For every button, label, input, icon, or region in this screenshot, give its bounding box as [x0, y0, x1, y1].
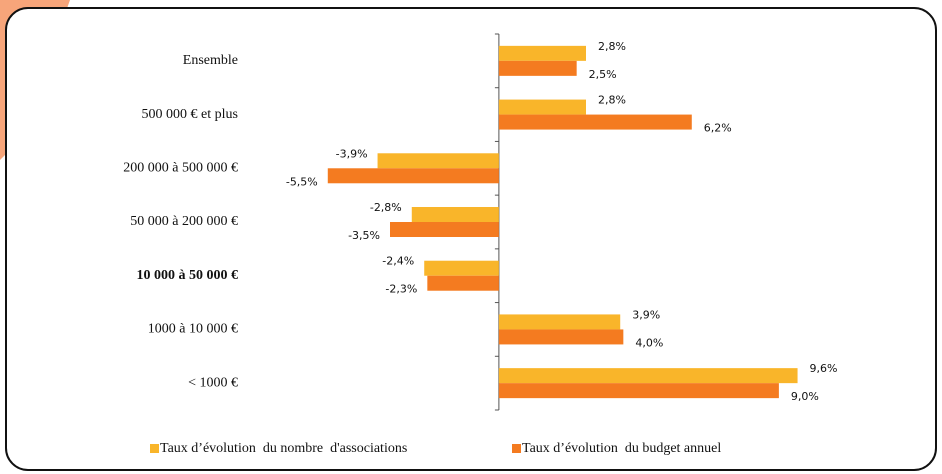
value-label: -2,3%: [385, 283, 417, 296]
bar: [411, 207, 499, 222]
value-label: 9,6%: [810, 362, 838, 375]
frame: [5, 7, 937, 471]
legend-label: Taux d’évolution du budget annuel: [522, 441, 721, 456]
value-label: 2,8%: [598, 40, 626, 53]
value-label: -3,9%: [336, 147, 368, 160]
legend-swatch: [512, 444, 521, 453]
value-label: 3,9%: [632, 308, 660, 321]
category-label: 500 000 € et plus: [142, 107, 238, 122]
bar: [498, 45, 586, 61]
value-label: -5,5%: [286, 175, 318, 188]
category-label: 200 000 à 500 000 €: [123, 161, 238, 176]
value-label: 2,8%: [598, 94, 626, 107]
bar: [498, 60, 577, 76]
bar: [498, 368, 798, 384]
bar: [498, 329, 624, 345]
bar: [498, 99, 586, 115]
bar: [427, 275, 499, 291]
bar: [498, 314, 621, 330]
category-label: Ensemble: [183, 53, 238, 68]
value-label: 9,0%: [791, 390, 819, 403]
category-label: < 1000 €: [188, 375, 238, 390]
value-label: -2,8%: [370, 201, 402, 214]
legend-label: Taux d’évolution du nombre d'association…: [160, 441, 407, 456]
value-label: 6,2%: [704, 122, 732, 135]
legend-swatch: [150, 444, 159, 453]
bar: [377, 153, 499, 169]
value-label: 4,0%: [635, 336, 663, 349]
bar: [327, 168, 499, 184]
bar: [424, 260, 499, 276]
category-label: 10 000 à 50 000 €: [137, 268, 239, 283]
value-label: -2,4%: [382, 255, 414, 268]
bar: [390, 222, 499, 237]
bar: [498, 114, 692, 130]
bar: [498, 383, 779, 399]
category-label: 1000 à 10 000 €: [148, 322, 238, 337]
value-label: -3,5%: [348, 229, 380, 242]
value-label: 2,5%: [589, 68, 617, 81]
category-label: 50 000 à 200 000 €: [130, 214, 238, 229]
